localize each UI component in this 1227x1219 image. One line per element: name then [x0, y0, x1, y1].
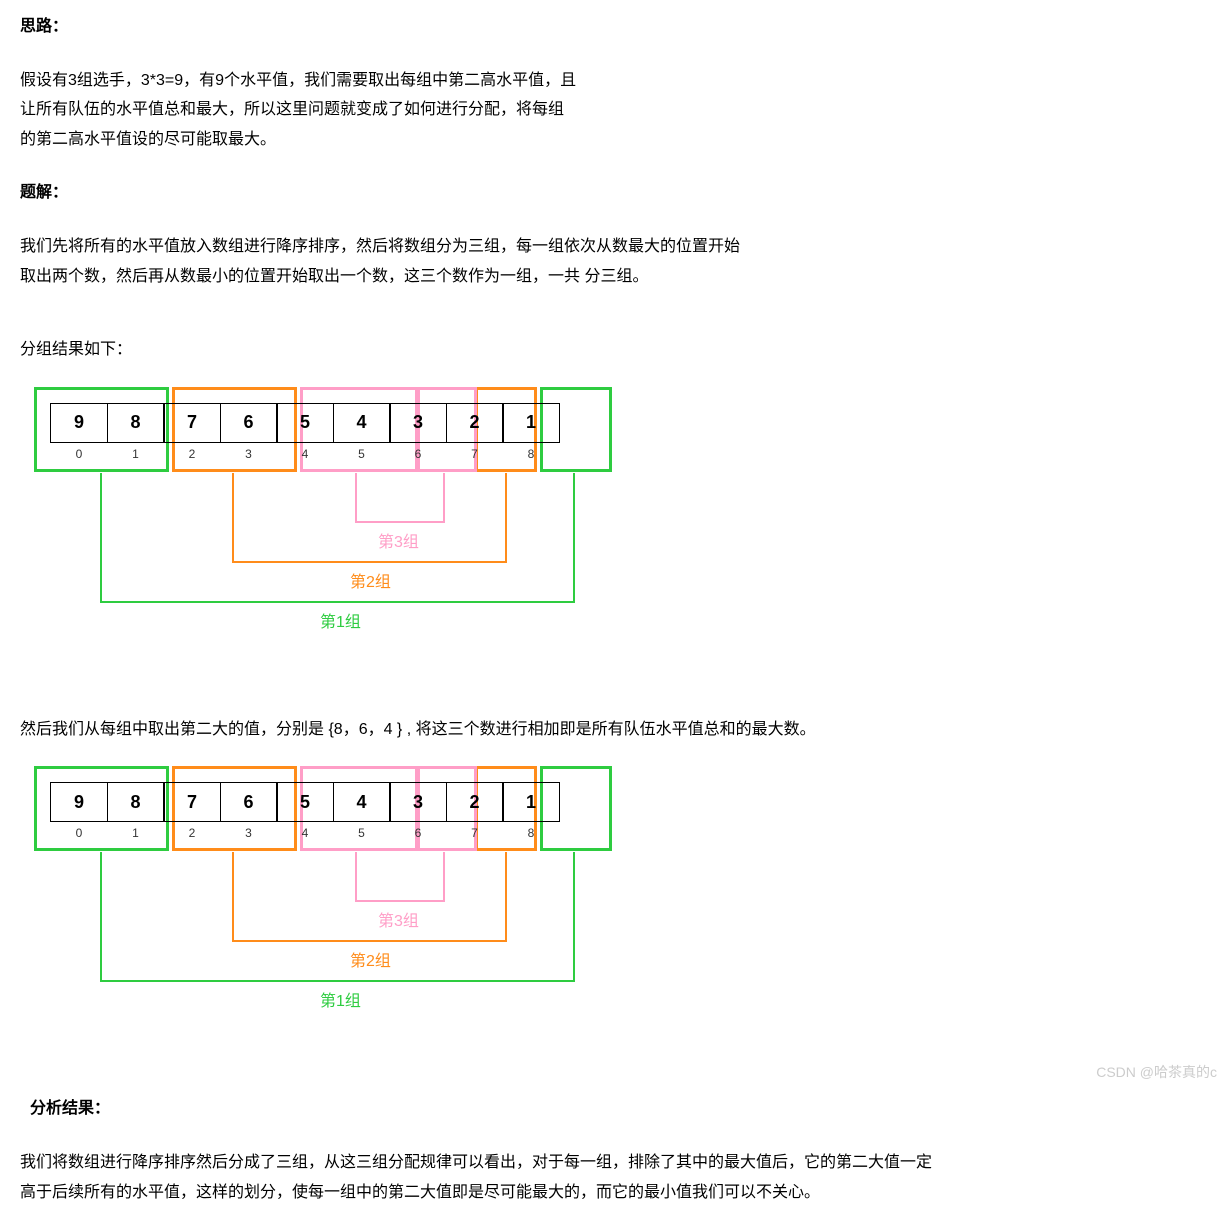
bracket-green — [100, 852, 575, 982]
idx: 5 — [333, 447, 391, 461]
para-2b: 取出两个数，然后再从数最小的位置开始取出一个数，这三个数作为一组，一共 分三组。 — [20, 264, 1207, 290]
idx: 7 — [446, 447, 504, 461]
cell: 9 — [50, 403, 108, 443]
idx: 2 — [163, 826, 221, 840]
para-1a: 假设有3组选手，3*3=9，有9个水平值，我们需要取出每组中第二高水平值，且 — [20, 68, 1207, 94]
cell: 3 — [389, 782, 447, 822]
array-row: 9 8 7 6 5 4 3 2 1 — [50, 782, 560, 822]
heading-fenxi: 分析结果： — [30, 1096, 1207, 1122]
idx: 0 — [50, 447, 108, 461]
idx: 3 — [220, 447, 278, 461]
idx: 0 — [50, 826, 108, 840]
idx: 3 — [220, 826, 278, 840]
bracket-green — [100, 473, 575, 603]
idx: 1 — [107, 447, 165, 461]
idx: 6 — [389, 826, 447, 840]
idx: 7 — [446, 826, 504, 840]
cell: 6 — [220, 403, 278, 443]
cell: 8 — [107, 782, 165, 822]
para-4b: 高于后续所有的水平值，这样的划分，使每一组中的第二大值即是尽可能最大的，而它的最… — [20, 1180, 1207, 1206]
cell: 3 — [389, 403, 447, 443]
cell: 2 — [446, 782, 504, 822]
idx: 5 — [333, 826, 391, 840]
idx: 8 — [502, 826, 560, 840]
para-4a: 我们将数组进行降序排序然后分成了三组，从这三组分配规律可以看出，对于每一组，排除… — [20, 1150, 1207, 1176]
array-row: 9 8 7 6 5 4 3 2 1 — [50, 403, 560, 443]
watermark: CSDN @哈茶真的c — [1096, 1062, 1217, 1082]
para-2a: 我们先将所有的水平值放入数组进行降序排序，然后将数组分为三组，每一组依次从数最大… — [20, 234, 1207, 260]
heading-silu: 思路： — [20, 14, 1207, 40]
cell: 5 — [276, 403, 334, 443]
cell: 7 — [163, 403, 221, 443]
cell: 8 — [107, 403, 165, 443]
cell: 6 — [220, 782, 278, 822]
idx: 4 — [276, 447, 334, 461]
index-row: 0 1 2 3 4 5 6 7 8 — [50, 826, 560, 840]
idx: 6 — [389, 447, 447, 461]
para-3: 然后我们从每组中取出第二大的值，分别是 {8，6，4 } , 将这三个数进行相加… — [20, 717, 1207, 743]
idx: 8 — [502, 447, 560, 461]
cell: 4 — [333, 782, 391, 822]
idx: 1 — [107, 826, 165, 840]
para-1b: 让所有队伍的水平值总和最大，所以这里问题就变成了如何进行分配，将每组 — [20, 97, 1207, 123]
para-1c: 的第二高水平值设的尽可能取最大。 — [20, 127, 1207, 153]
index-row: 0 1 2 3 4 5 6 7 8 — [50, 447, 560, 461]
cell: 9 — [50, 782, 108, 822]
idx: 4 — [276, 826, 334, 840]
cell: 5 — [276, 782, 334, 822]
heading-tijie: 题解： — [20, 180, 1207, 206]
diagram-1: 9 8 7 6 5 4 3 2 1 0 1 2 3 4 5 6 7 8 第3组 … — [20, 373, 1207, 673]
cell: 4 — [333, 403, 391, 443]
diagram-2: 9 8 7 6 5 4 3 2 1 0 1 2 3 4 5 6 7 8 第3组 … — [20, 752, 1207, 1052]
cell: 7 — [163, 782, 221, 822]
cell: 1 — [502, 782, 560, 822]
cell: 2 — [446, 403, 504, 443]
idx: 2 — [163, 447, 221, 461]
label-group1: 第1组 — [320, 608, 361, 632]
cell: 1 — [502, 403, 560, 443]
label-group1: 第1组 — [320, 987, 361, 1011]
heading-fenzu: 分组结果如下： — [20, 337, 1207, 363]
